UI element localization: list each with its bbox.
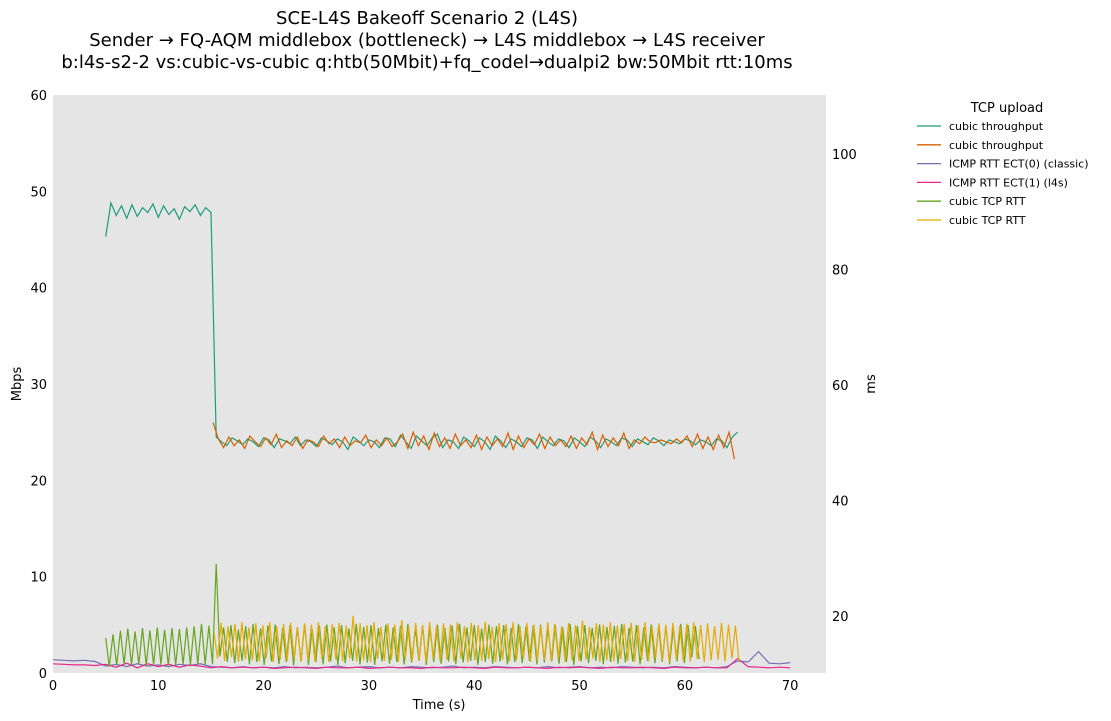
legend-title: TCP upload — [970, 101, 1044, 116]
x-tick-label: 60 — [677, 679, 694, 694]
legend-label: cubic throughput — [949, 139, 1044, 152]
legend-label: ICMP RTT ECT(1) (l4s) — [949, 176, 1068, 189]
x-tick-label: 50 — [571, 679, 588, 694]
legend-label: cubic TCP RTT — [949, 195, 1026, 208]
legend-label: cubic TCP RTT — [949, 214, 1026, 227]
x-axis-label: Time (s) — [412, 698, 466, 713]
y-tick-label: 60 — [30, 89, 47, 104]
y2-tick-label: 100 — [832, 148, 857, 163]
legend-item: ICMP RTT ECT(1) (l4s) — [917, 176, 1068, 189]
series-line-1 — [212, 422, 735, 460]
legend: TCP upload cubic throughput cubic through… — [917, 101, 1089, 227]
y-tick-label: 20 — [30, 474, 47, 489]
series-layer — [52, 200, 791, 670]
x-tick-label: 70 — [782, 679, 799, 694]
y2-tick-label: 80 — [832, 263, 849, 278]
y-axis-label: Mbps — [10, 367, 25, 402]
x-tick-label: 0 — [49, 679, 57, 694]
x-tick-label: 30 — [361, 679, 378, 694]
y-tick-label: 0 — [39, 667, 47, 682]
legend-item: cubic TCP RTT — [917, 195, 1026, 208]
legend-label: ICMP RTT ECT(0) (classic) — [949, 158, 1089, 171]
series-line-4 — [105, 563, 700, 667]
chart-title-line-2: Sender → FQ-AQM middlebox (bottleneck) →… — [89, 30, 765, 51]
series-line-3 — [52, 657, 791, 670]
legend-item: cubic throughput — [917, 120, 1044, 133]
y-tick-label: 50 — [30, 185, 47, 200]
y2-axis-label: ms — [864, 374, 879, 394]
legend-item: ICMP RTT ECT(0) (classic) — [917, 158, 1089, 171]
chart-title-line-1: SCE-L4S Bakeoff Scenario 2 (L4S) — [276, 8, 578, 29]
ticks-layer: 0 10 20 30 40 50 60 70 0 10 20 30 40 50 60 20 40 60 80 100 — [30, 89, 856, 694]
legend-label: cubic throughput — [949, 120, 1044, 133]
x-tick-label: 40 — [466, 679, 483, 694]
legend-item: cubic TCP RTT — [917, 214, 1026, 227]
x-tick-label: 10 — [150, 679, 167, 694]
y-tick-label: 10 — [30, 571, 47, 586]
y-tick-label: 40 — [30, 282, 47, 297]
y-tick-label: 30 — [30, 378, 47, 393]
chart-title-line-3: b:l4s-s2-2 vs:cubic-vs-cubic q:htb(50Mbi… — [61, 52, 792, 73]
y2-tick-label: 60 — [832, 379, 849, 394]
plot-area — [53, 95, 826, 673]
y2-tick-label: 40 — [832, 494, 849, 509]
x-tick-label: 20 — [255, 679, 272, 694]
series-line-5 — [213, 615, 740, 663]
y2-tick-label: 20 — [832, 610, 849, 625]
legend-item: cubic throughput — [917, 139, 1044, 152]
